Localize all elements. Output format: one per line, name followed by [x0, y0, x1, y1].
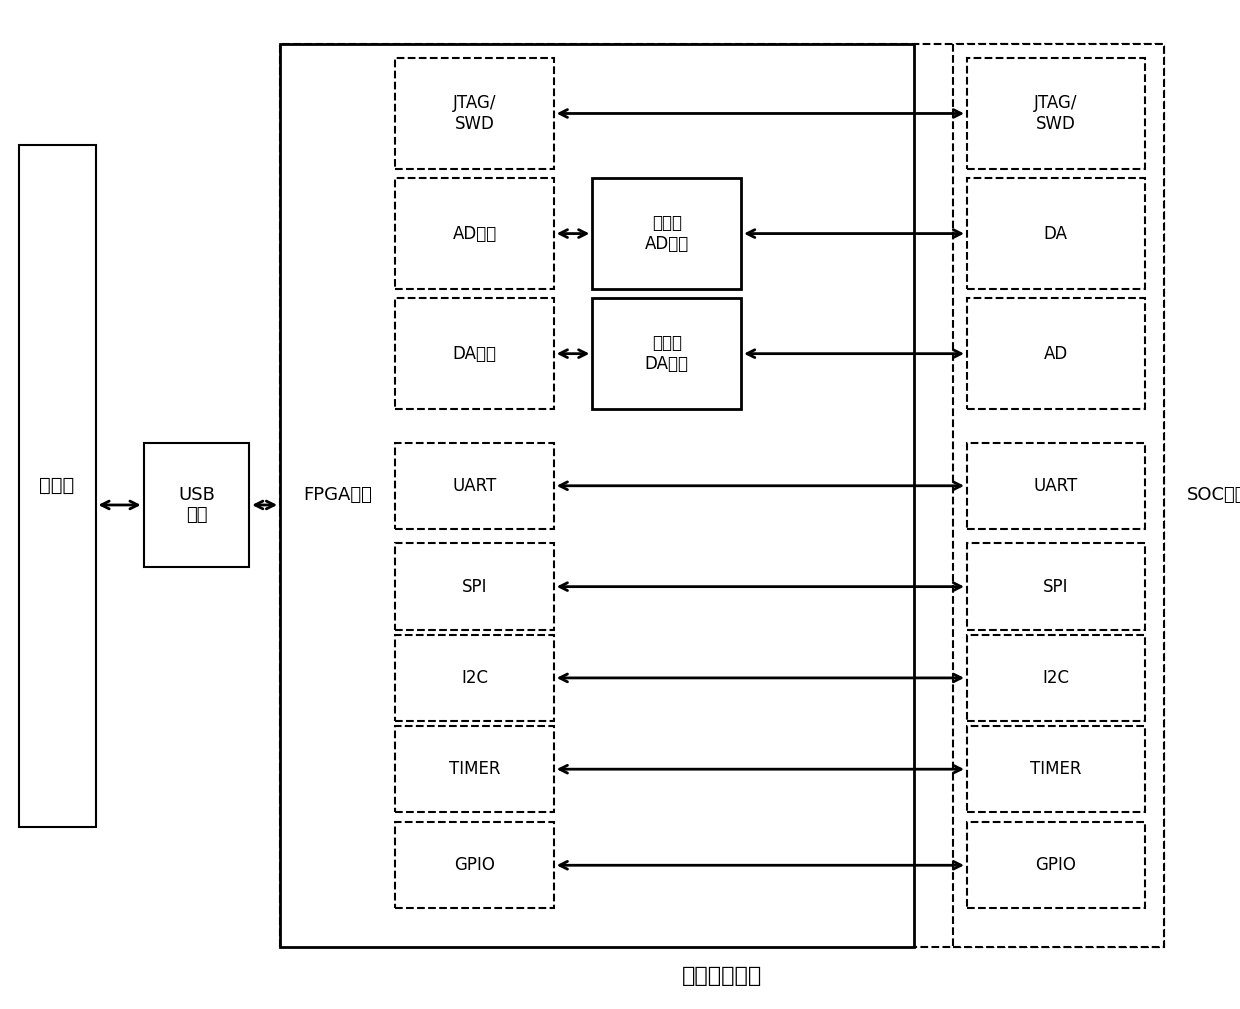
Bar: [967, 725, 1145, 812]
Bar: [396, 544, 554, 630]
Bar: [967, 59, 1145, 169]
Text: 高精度
AD模块: 高精度 AD模块: [645, 214, 689, 253]
Text: JTAG/
SWD: JTAG/ SWD: [1034, 94, 1078, 133]
Text: UART: UART: [453, 477, 497, 494]
Text: UART: UART: [1034, 477, 1078, 494]
Bar: [967, 635, 1145, 721]
Text: I2C: I2C: [1043, 669, 1069, 687]
Bar: [396, 299, 554, 409]
Bar: [396, 635, 554, 721]
Bar: [396, 179, 554, 289]
Bar: [593, 179, 742, 289]
Bar: [280, 43, 1164, 946]
Text: USB
模块: USB 模块: [179, 485, 215, 525]
Bar: [967, 443, 1145, 529]
Bar: [144, 443, 249, 567]
Text: TIMER: TIMER: [1030, 760, 1081, 778]
Text: TIMER: TIMER: [449, 760, 500, 778]
Bar: [19, 144, 95, 826]
Text: 高精度
DA模块: 高精度 DA模块: [645, 334, 688, 373]
Text: DA逻辑: DA逻辑: [453, 345, 496, 362]
Text: JTAG/
SWD: JTAG/ SWD: [453, 94, 496, 133]
Text: GPIO: GPIO: [1035, 857, 1076, 874]
Bar: [967, 544, 1145, 630]
Bar: [396, 822, 554, 908]
Text: I2C: I2C: [461, 669, 489, 687]
Text: SPI: SPI: [1043, 577, 1069, 595]
Text: FPGA芯片: FPGA芯片: [304, 486, 372, 504]
Bar: [280, 43, 914, 946]
Bar: [967, 299, 1145, 409]
Bar: [967, 179, 1145, 289]
Text: SPI: SPI: [461, 577, 487, 595]
Bar: [396, 443, 554, 529]
Bar: [396, 59, 554, 169]
Text: 芯片测试工具: 芯片测试工具: [682, 966, 763, 986]
Bar: [396, 725, 554, 812]
Bar: [593, 299, 742, 409]
Text: DA: DA: [1044, 225, 1068, 242]
Text: GPIO: GPIO: [454, 857, 495, 874]
Text: SOC芯片: SOC芯片: [1187, 486, 1240, 504]
Text: 上位机: 上位机: [40, 476, 74, 495]
Text: AD: AD: [1044, 345, 1068, 362]
Bar: [967, 822, 1145, 908]
Text: AD逻辑: AD逻辑: [453, 225, 497, 242]
Bar: [952, 43, 1164, 946]
